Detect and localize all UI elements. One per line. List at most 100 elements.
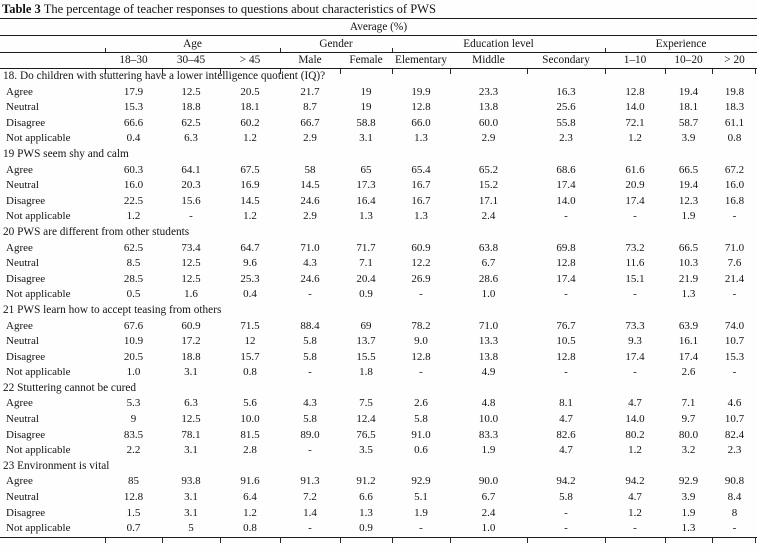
data-cell: 16.7: [411, 179, 431, 192]
table-row: Disagree 28.5 12.5 25.3 24.6 20.4 26.9 28.6 17.4…: [0, 272, 757, 288]
data-cell: 1.9: [681, 210, 696, 223]
row-label: Neutral: [6, 101, 39, 114]
data-cell: 91.6: [240, 475, 260, 488]
data-cell: 12.5: [181, 257, 201, 270]
data-cell: 18.8: [181, 350, 201, 363]
data-cell: 64.7: [240, 241, 260, 254]
data-cell: 10.9: [123, 335, 144, 348]
data-cell: 63.9: [678, 319, 699, 332]
column-header: 18–30: [105, 52, 162, 69]
table-row: Agree 67.6 60.9 71.5 88.4 69 78.2 71.0 76.7 73.3 6…: [0, 319, 757, 335]
data-cell: 1.0: [450, 521, 527, 538]
table-row: Not applicable 0.5 1.6 0.4 - 0.9 - 1.0 - - 1.3 -: [0, 287, 757, 303]
data-cell: 0.6: [414, 444, 428, 457]
data-cell: 1.8: [359, 366, 373, 379]
data-cell: 62.5: [181, 116, 201, 129]
column-header: > 45: [220, 52, 280, 69]
data-cell: 74.0: [724, 319, 745, 332]
data-cell: 4.8: [481, 397, 496, 410]
row-label: Disagree: [6, 194, 46, 207]
group-header-row: Age Gender Education level Experience: [0, 35, 757, 53]
subheader-row: 18–30 30–45 > 45 Male Female Elementary Middle…: [0, 52, 757, 69]
data-cell: 16.1: [678, 335, 699, 348]
group-header: Gender: [280, 35, 392, 53]
table-row: Agree 5.3 6.3 5.6 4.3 7.5 2.6 4.8 8.1 4.7 7.1 4.6: [0, 396, 757, 412]
table-row: Not applicable 0.4 6.3 1.2 2.9 3.1 1.3 2.9 2.3 1.…: [0, 131, 757, 147]
data-cell: 1.6: [184, 288, 198, 301]
data-cell: 82.6: [556, 428, 576, 441]
data-cell: 4.3: [303, 397, 317, 410]
data-cell: 58.8: [356, 116, 376, 129]
question-row: 18. Do children with stuttering have a l…: [0, 68, 757, 85]
data-cell: 90.8: [724, 475, 745, 488]
column-header: > 20: [712, 52, 757, 69]
data-cell: 3.1: [184, 366, 198, 379]
data-cell: 67.2: [724, 163, 745, 176]
data-cell: 65.4: [411, 163, 431, 176]
data-cell: 3.1: [359, 132, 373, 145]
data-cell: 3.5: [359, 444, 373, 457]
table-row: Disagree 20.5 18.8 15.7 5.8 15.5 12.8 13.8 12.8 1…: [0, 350, 757, 366]
data-cell: 71.0: [724, 241, 745, 254]
group-header: Experience: [605, 35, 757, 53]
data-cell: 16.0: [123, 179, 144, 192]
data-cell: 14.0: [625, 101, 645, 114]
data-cell: 71.0: [300, 241, 320, 254]
row-label: Agree: [6, 397, 33, 410]
data-cell: 9: [130, 413, 137, 426]
data-cell: 13.8: [478, 350, 499, 363]
row-label: Disagree: [6, 272, 46, 285]
data-cell: 88.4: [300, 319, 320, 332]
data-cell: 72.1: [625, 116, 645, 129]
data-cell: -: [564, 288, 568, 301]
data-cell: 64.1: [181, 163, 201, 176]
data-cell: 8.5: [126, 257, 141, 270]
data-cell: 80.2: [625, 428, 645, 441]
data-cell: 12.8: [625, 85, 645, 98]
table-title: Table 3 The percentage of teacher respon…: [0, 0, 757, 19]
data-cell: -: [189, 210, 193, 223]
question-row: 21 PWS learn how to accept teasing from …: [0, 303, 757, 319]
data-cell: 15.2: [478, 179, 499, 192]
question-text: 22 Stuttering cannot be cured: [3, 381, 137, 394]
data-cell: 66.5: [678, 241, 699, 254]
data-cell: 89.0: [300, 428, 320, 441]
data-cell: 73.2: [625, 241, 645, 254]
table-header: Average (%) Age Gender Education level Expe…: [0, 19, 757, 69]
data-cell: 12.8: [556, 257, 576, 270]
data-cell: 14.0: [625, 413, 645, 426]
table-row: Disagree 22.5 15.6 14.5 24.6 16.4 16.7 17.1 14.0…: [0, 194, 757, 210]
data-cell: 12.2: [411, 257, 431, 270]
column-header: Male: [280, 52, 340, 69]
row-label: Neutral: [6, 413, 39, 426]
data-cell: 16.3: [556, 85, 576, 98]
data-cell: 6.7: [481, 491, 496, 504]
table-caption: The percentage of teacher responses to q…: [43, 2, 436, 16]
data-cell: 19.8: [724, 85, 745, 98]
data-cell: 9.3: [628, 335, 642, 348]
data-cell: 60.9: [181, 319, 201, 332]
question-text: 19 PWS seem shy and calm: [3, 147, 129, 160]
data-cell: 0.5: [126, 288, 141, 301]
data-cell: 1.9: [414, 506, 428, 519]
data-cell: 14.5: [240, 194, 260, 207]
data-cell: -: [527, 521, 605, 538]
data-cell: -: [605, 521, 665, 538]
data-cell: 26.9: [411, 272, 431, 285]
data-cell: 16.0: [724, 179, 745, 192]
data-cell: 68.6: [556, 163, 576, 176]
data-cell: 6.3: [184, 132, 198, 145]
data-cell: 66.6: [123, 116, 144, 129]
row-label: Not applicable: [6, 210, 71, 223]
data-cell: 16.9: [240, 179, 260, 192]
row-label: Not applicable: [0, 521, 105, 538]
data-cell: 1.2: [628, 506, 642, 519]
data-cell: 3.9: [681, 491, 696, 504]
column-header: Secondary: [527, 52, 605, 69]
data-cell: 3.1: [184, 506, 198, 519]
data-cell: 18.8: [181, 101, 201, 114]
data-cell: -: [308, 366, 312, 379]
table-row: Agree 62.5 73.4 64.7 71.0 71.7 60.9 63.8 69.8 73.…: [0, 241, 757, 257]
data-cell: 15.5: [356, 350, 376, 363]
data-cell: 12.4: [356, 413, 376, 426]
